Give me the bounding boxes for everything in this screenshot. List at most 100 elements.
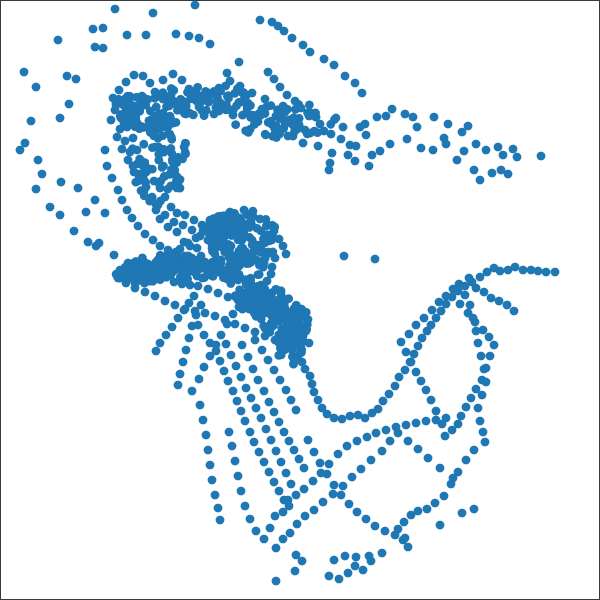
scatter-point: [440, 431, 450, 441]
scatter-point: [271, 284, 281, 294]
scatter-point: [271, 446, 281, 456]
scatter-point: [352, 507, 362, 517]
scatter-point: [160, 296, 170, 306]
scatter-point: [115, 124, 125, 134]
scatter-point: [239, 231, 249, 241]
scatter-point: [71, 74, 81, 84]
scatter-point: [259, 534, 269, 544]
scatter-point: [390, 381, 400, 391]
scatter-point: [73, 183, 83, 193]
scatter-point: [274, 234, 284, 244]
scatter-point: [256, 413, 266, 423]
scatter-point: [139, 139, 149, 149]
scatter-point: [227, 441, 237, 451]
scatter-point: [409, 349, 419, 359]
scatter-point: [64, 99, 74, 109]
scatter-point: [216, 330, 226, 340]
scatter-point: [360, 413, 370, 423]
scatter-point: [479, 364, 489, 374]
scatter-point: [263, 67, 273, 77]
scatter-point: [243, 352, 253, 362]
scatter-point: [151, 102, 161, 112]
scatter-point: [406, 510, 416, 520]
scatter-point: [387, 104, 397, 114]
scatter-point: [400, 533, 410, 543]
scatter-point: [153, 267, 163, 277]
scatter-point: [270, 511, 280, 521]
scatter-point: [493, 142, 503, 152]
scatter-point: [181, 97, 191, 107]
scatter-point: [366, 455, 376, 465]
scatter-point: [367, 150, 377, 160]
scatter-point: [485, 351, 495, 361]
scatter-point: [171, 29, 181, 39]
scatter-point: [476, 351, 486, 361]
scatter-point: [221, 105, 231, 115]
scatter-point: [88, 24, 98, 34]
scatter-point: [315, 119, 325, 129]
scatter-point: [151, 205, 161, 215]
scatter-point: [231, 120, 241, 130]
scatter-point: [232, 396, 242, 406]
scatter-point: [173, 313, 183, 323]
scatter-point: [181, 345, 191, 355]
scatter-point: [183, 238, 193, 248]
scatter-point: [150, 115, 160, 125]
scatter-point: [375, 146, 385, 156]
scatter-point: [269, 74, 279, 84]
scatter-point: [177, 75, 187, 85]
scatter-point: [121, 278, 131, 288]
scatter-point: [279, 26, 289, 36]
scatter-point: [269, 365, 279, 375]
scatter-point: [324, 459, 334, 469]
scatter-point: [455, 299, 465, 309]
scatter-points: [15, 0, 560, 586]
scatter-point: [216, 219, 226, 229]
scatter-point: [255, 241, 265, 251]
scatter-point: [343, 568, 353, 578]
scatter-point: [283, 495, 293, 505]
scatter-point: [226, 241, 236, 251]
scatter-point: [326, 119, 336, 129]
scatter-point: [121, 93, 131, 103]
scatter-point: [185, 280, 195, 290]
scatter-point: [149, 176, 159, 186]
scatter-point: [31, 82, 41, 92]
scatter-point: [247, 210, 257, 220]
scatter-point: [435, 520, 445, 530]
scatter-point: [253, 375, 263, 385]
scatter-point: [353, 410, 363, 420]
scatter-point: [489, 340, 499, 350]
scatter-point: [151, 257, 161, 267]
scatter-point: [364, 161, 374, 171]
scatter-point: [286, 479, 296, 489]
scatter-point: [403, 436, 413, 446]
scatter-point: [184, 298, 194, 308]
scatter-point: [247, 235, 257, 245]
scatter-point: [200, 257, 210, 267]
scatter-point: [210, 311, 220, 321]
scatter-point: [350, 561, 360, 571]
scatter-point: [214, 83, 224, 93]
scatter-point: [475, 416, 485, 426]
scatter-point: [243, 250, 253, 260]
scatter-point: [309, 387, 319, 397]
scatter-point: [228, 386, 238, 396]
scatter-point: [172, 175, 181, 185]
scatter-point: [269, 407, 279, 417]
scatter-point: [475, 272, 485, 282]
scatter-point: [187, 225, 197, 235]
scatter-point: [275, 375, 285, 385]
scatter-point: [328, 489, 338, 499]
scatter-point: [370, 254, 380, 264]
scatter-point: [315, 458, 325, 468]
scatter-point: [287, 33, 297, 43]
scatter-point: [502, 300, 512, 310]
scatter-point: [127, 213, 137, 223]
scatter-point: [457, 508, 467, 518]
scatter-point: [55, 210, 65, 220]
scatter-point: [338, 481, 348, 491]
scatter-point: [309, 447, 319, 457]
scatter-point: [403, 542, 413, 552]
scatter-point: [116, 113, 126, 123]
